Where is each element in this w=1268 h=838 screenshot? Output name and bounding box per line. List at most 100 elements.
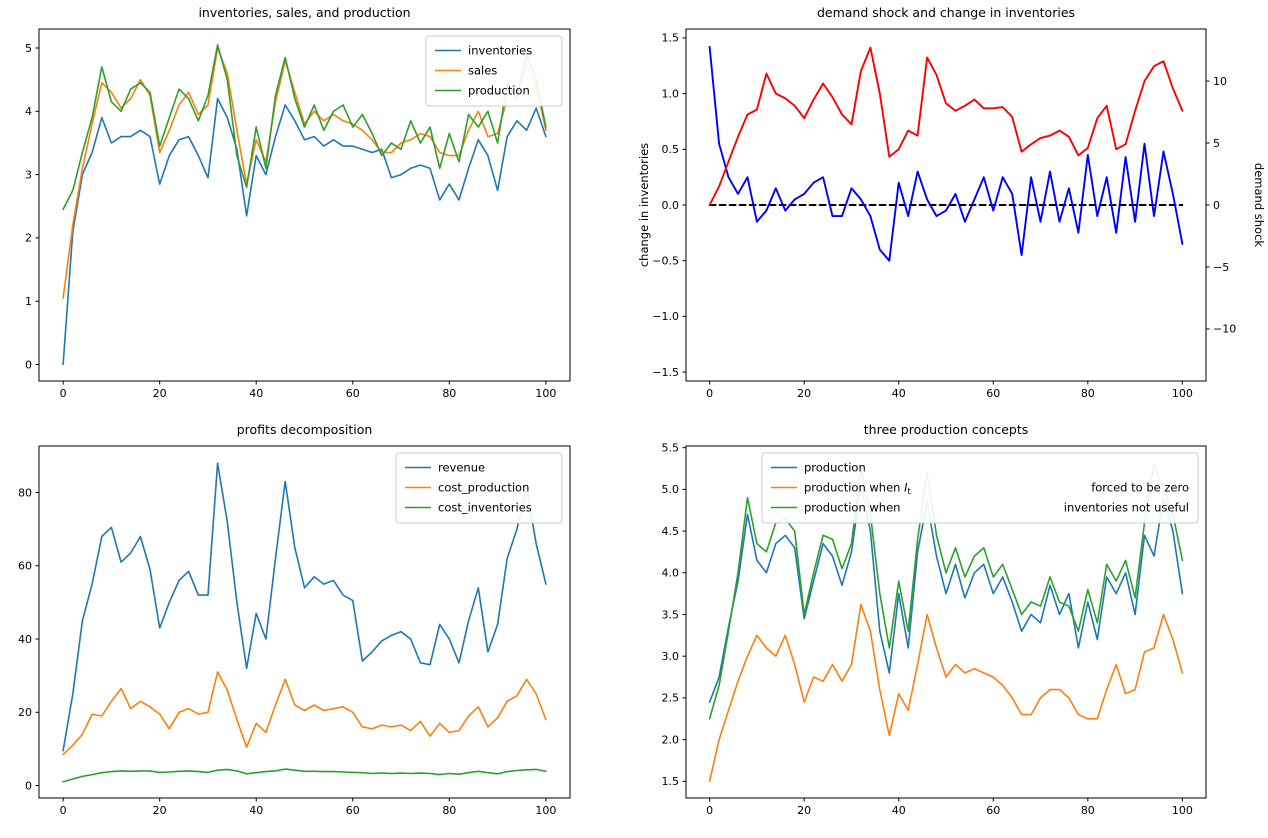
series-line-production [708,484,1184,703]
y-tick-label: −1.5 [652,366,679,379]
y-tick-label: −0.5 [652,254,679,267]
x-tick-label: 80 [442,804,456,817]
x-tick-label: 40 [892,804,906,817]
y-tick-label: 2 [25,232,32,245]
panel-bottom-right: three production concepts 0 20 40 60 80 100 1.5… [634,417,1268,834]
y-tick-label: 1.0 [662,87,680,100]
y-tick-label: 2.0 [662,733,680,746]
legend-label: production when It [804,481,912,498]
chart-title: demand shock and change in inventories [817,5,1075,20]
y-axis-label-left: change in inventories [637,143,651,267]
y-right-tick-label: −5 [1213,261,1229,274]
x-tick-label: 100 [1172,387,1193,400]
y-tick-label: 20 [18,706,32,719]
chart-title: inventories, sales, and production [198,5,410,20]
y-tick-label: 3.5 [662,608,680,621]
plot-border [685,445,1207,799]
legend: production production when It forced to be… [761,452,1199,524]
legend-box [395,452,563,524]
y-right-tick-label: −10 [1213,323,1236,336]
x-tick-label: 0 [60,804,67,817]
x-tick-label: 100 [535,804,556,817]
y-tick-label: 0 [25,779,32,792]
legend-box [761,452,1199,524]
x-tick-label: 40 [892,387,906,400]
panel-top-right: demand shock and change in inventories 0 2… [634,0,1268,417]
x-tick-label: 20 [153,387,167,400]
x-tick-label: 100 [535,387,556,400]
x-tick-label: 80 [1081,387,1095,400]
x-tick-label: 60 [346,387,360,400]
y-tick-label: 1 [25,295,32,308]
legend-label-right: forced to be zero [1091,481,1189,495]
x-tick-label: 0 [60,387,67,400]
plot-border [38,28,571,382]
panel-bottom-left: profits decomposition 0 20 40 60 80 100 0 20 40 60… [0,417,634,834]
legend-label: inventories [468,44,532,58]
y-tick-label: 3 [25,168,32,181]
y-tick-label: 0.5 [662,143,680,156]
legend-label: production [468,84,530,98]
x-tick-label: 60 [986,387,1000,400]
y-tick-label: 1.5 [662,775,680,788]
y-tick-label: 40 [18,633,32,646]
chart-demand-shock-change-in-inventories: demand shock and change in inventories 0 2… [637,5,1266,400]
legend-label: production when [804,501,900,515]
y-axis-label-right: demand shock [1252,163,1266,248]
legend-box [425,35,563,107]
y-tick-label: 5.0 [662,483,680,496]
series-line-production [62,43,547,211]
y-tick-label: 4.0 [662,567,680,580]
y-tick-label: 0 [25,358,32,371]
chart-three-production-concepts: three production concepts 0 20 40 60 80 100 1.5… [662,422,1207,817]
series-line-inventories [62,97,547,366]
x-tick-label: 40 [249,804,263,817]
legend-label: production [804,461,866,475]
x-tick-label: 100 [1172,804,1193,817]
legend-label: sales [468,64,497,78]
x-tick-label: 80 [442,387,456,400]
y-tick-label: 4 [25,105,32,118]
series-line-demand-shock [708,46,1184,206]
plot-border [38,445,571,799]
y-tick-label: 60 [18,560,32,573]
legend: revenue cost_production cost_inventories [395,452,563,524]
y-tick-label: 80 [18,486,32,499]
y-tick-label: 0.0 [662,199,680,212]
series-line-cost-inventories [62,768,547,783]
x-tick-label: 60 [346,804,360,817]
panel-top-left: inventories, sales, and production 0 20 40 6… [0,0,634,417]
y-right-tick-label: 5 [1213,137,1220,150]
legend-label-right: inventories not useful [1064,501,1189,515]
chart-profits-decomposition: profits decomposition 0 20 40 60 80 100 0 20 40 60… [18,422,571,817]
y-right-tick-label: 0 [1213,199,1220,212]
series-line-change-in-inventories [708,45,1184,262]
legend-label: revenue [438,461,485,475]
x-tick-label: 0 [706,387,713,400]
y-tick-label: 4.5 [662,525,680,538]
legend-label: cost_production [438,481,529,495]
series-line-cost-production [62,671,547,756]
y-tick-label: 5.5 [662,441,680,454]
y-tick-label: 5 [25,42,32,55]
x-tick-label: 20 [153,804,167,817]
y-tick-label: 2.5 [662,692,680,705]
x-tick-label: 20 [797,804,811,817]
chart-title: profits decomposition [237,422,373,437]
y-right-tick-label: 10 [1213,75,1227,88]
legend-label: cost_inventories [438,501,532,515]
x-tick-label: 40 [249,387,263,400]
series-line-production-when-it-forced-to-be-zero [708,603,1184,783]
legend: inventories sales production [425,35,563,107]
y-tick-label: −1.0 [652,310,679,323]
x-tick-label: 80 [1081,804,1095,817]
series-line-revenue [62,462,547,752]
y-tick-label: 3.0 [662,650,680,663]
y-tick-label: 1.5 [662,32,680,45]
chart-title: three production concepts [864,422,1029,437]
x-tick-label: 0 [706,804,713,817]
x-tick-label: 60 [986,804,1000,817]
x-tick-label: 20 [797,387,811,400]
